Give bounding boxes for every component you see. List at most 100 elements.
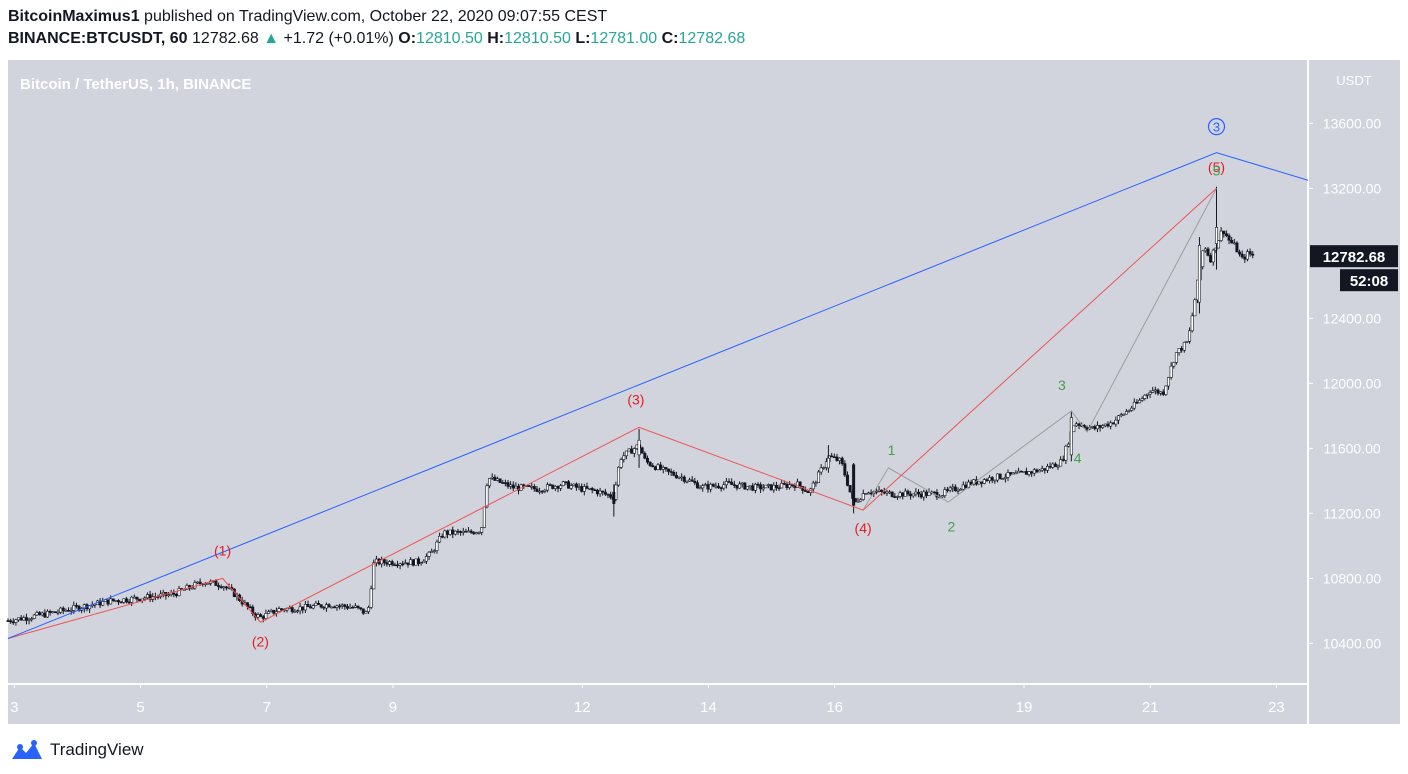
candle-body (1130, 407, 1134, 411)
candle-body (1040, 468, 1044, 471)
candle-body (390, 561, 394, 566)
candle-body (674, 475, 678, 479)
candle-body (369, 588, 373, 608)
last-price-badge (1310, 245, 1398, 268)
candle-body (453, 530, 457, 535)
candle-body (914, 491, 918, 495)
plot-background (8, 60, 1308, 684)
candle-body (277, 608, 281, 612)
price-change: +1.72 (+0.01%) (283, 30, 394, 47)
candle-body (624, 450, 628, 457)
candle-body (138, 598, 142, 601)
candle-body (409, 559, 413, 565)
candle-body (1101, 425, 1105, 428)
candle-body (359, 607, 363, 610)
candle-body (1185, 341, 1189, 343)
candle-body (432, 550, 436, 552)
candle-body (509, 484, 513, 487)
candle-body (514, 485, 518, 489)
candle-body (582, 486, 586, 492)
candle-body (606, 493, 610, 496)
candle-body (719, 487, 723, 489)
major-wave-label-circle (1207, 118, 1226, 136)
candle-body (706, 484, 710, 490)
high-value: 12810.50 (504, 30, 571, 47)
candle-body (35, 612, 39, 616)
candle-body (1153, 389, 1157, 392)
intermediate-wave-label: (1) (214, 543, 231, 559)
candle-body (977, 481, 981, 485)
candle-body (932, 491, 936, 494)
footer: TradingView (10, 736, 144, 764)
change-arrow-icon: ▲ (263, 30, 280, 47)
candle-body (1245, 251, 1249, 260)
candle-body (385, 562, 389, 565)
candle-body (482, 506, 486, 528)
candle-body (701, 485, 705, 489)
candle-body (527, 485, 531, 487)
candle-body (498, 478, 502, 483)
candle-body (852, 464, 856, 506)
candle-body (835, 456, 839, 461)
candle-body (774, 485, 778, 489)
candle-body (838, 457, 842, 461)
price-chart[interactable]: Bitcoin / TetherUS, 1h, BINANCE USDT 104… (0, 60, 1408, 724)
candle-body (585, 486, 589, 489)
close-label: C: (661, 30, 679, 47)
tradingview-logo-icon[interactable] (10, 739, 44, 761)
candle-body (622, 455, 626, 460)
candle-body (709, 483, 713, 490)
candle-body (548, 484, 552, 486)
candle-body (601, 490, 605, 493)
candle-body (738, 483, 742, 489)
x-tick-label: 7 (263, 699, 271, 716)
candle-body (24, 617, 28, 621)
x-tick-label: 5 (136, 699, 144, 716)
candle-body (906, 490, 910, 495)
candle-body (143, 597, 147, 600)
author-name[interactable]: BitcoinMaximus1 (8, 8, 140, 25)
chart-title: Bitcoin / TetherUS, 1h, BINANCE (20, 76, 251, 93)
candle-body (395, 564, 399, 567)
candle-body (64, 610, 68, 612)
candle-body (414, 558, 418, 566)
candle-body (948, 487, 952, 491)
candle-body (214, 580, 218, 586)
candle-body (43, 612, 47, 618)
candle-body (17, 617, 21, 621)
candle-body (998, 473, 1002, 479)
candle-body (903, 490, 907, 497)
candle-body (161, 592, 165, 595)
x-tick-label: 21 (1142, 699, 1159, 716)
low-value: 12781.00 (590, 30, 658, 47)
candle-body (301, 606, 305, 611)
candle-body (727, 481, 731, 483)
candle-body (448, 529, 452, 535)
candle-body (703, 484, 707, 487)
candle-body (1048, 466, 1052, 468)
candle-body (322, 606, 326, 609)
candle-body (345, 606, 349, 609)
candle-body (311, 605, 315, 609)
candle-body (259, 614, 263, 617)
ohlc-line: BINANCE:BTCUSDT, 60 12782.68 ▲ +1.72 (+0… (8, 28, 745, 50)
candle-body (864, 493, 868, 495)
chart-area[interactable]: Bitcoin / TetherUS, 1h, BINANCE USDT 104… (0, 60, 1408, 724)
minor-wave-label: 1 (888, 442, 896, 458)
candle-body (335, 605, 339, 608)
candle-body (364, 611, 368, 614)
price-axis[interactable] (1308, 60, 1400, 724)
candle-body (280, 608, 284, 610)
candle-body (93, 603, 97, 606)
candle-body (1217, 240, 1221, 249)
candle-body (751, 485, 755, 491)
candle-body (61, 607, 65, 611)
candle-body (367, 607, 371, 613)
time-axis[interactable] (8, 684, 1308, 724)
candle-body (603, 491, 607, 495)
candle-body (567, 481, 571, 489)
candle-body (224, 586, 228, 589)
tradingview-brand[interactable]: TradingView (50, 740, 144, 759)
candle-body (1093, 426, 1097, 430)
wave-labels: (1) (2) (3) (4) (5) 1 2 3 4 5 3 (214, 118, 1226, 650)
